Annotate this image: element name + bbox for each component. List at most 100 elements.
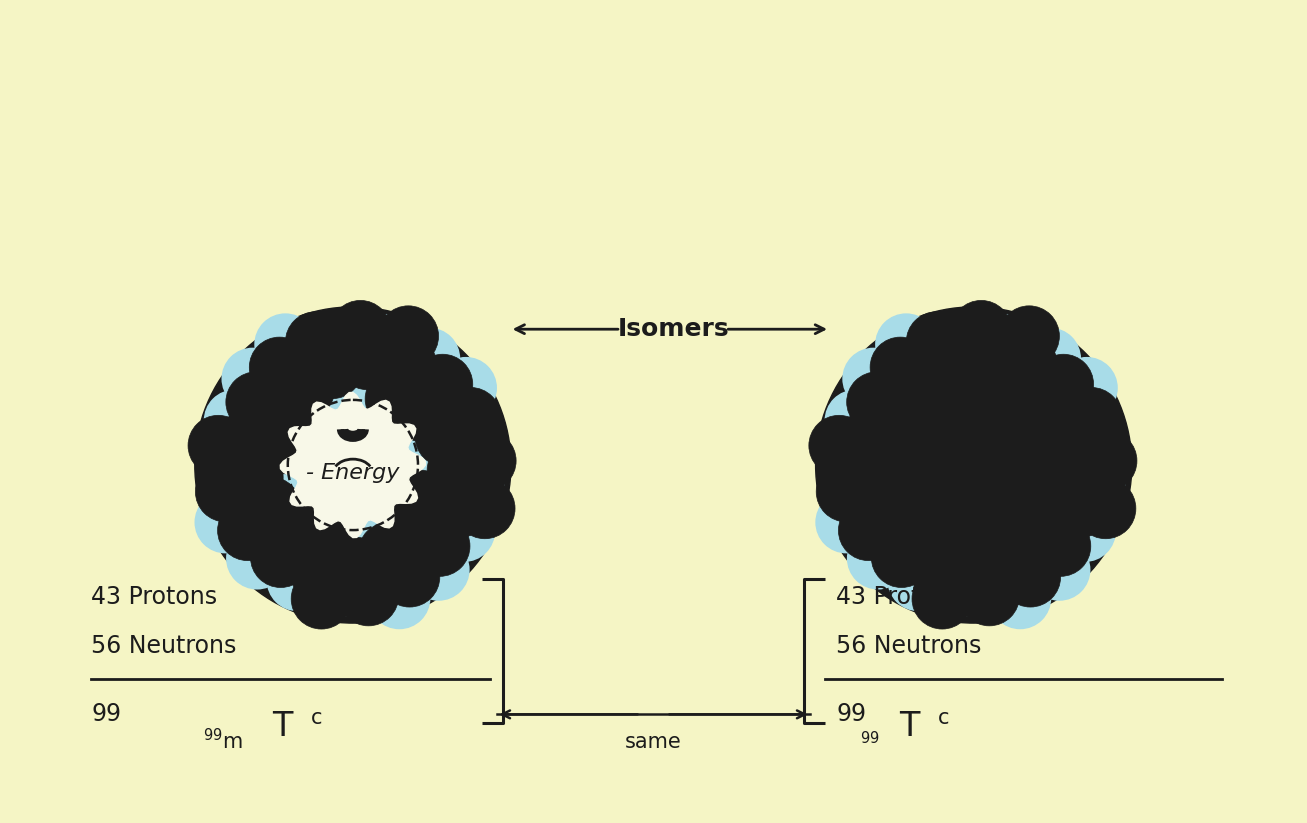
Circle shape: [880, 385, 940, 445]
Circle shape: [195, 307, 511, 623]
Text: 99: 99: [836, 702, 867, 727]
Circle shape: [388, 357, 450, 418]
Circle shape: [356, 347, 416, 407]
Circle shape: [250, 361, 310, 421]
Circle shape: [889, 550, 949, 611]
Circle shape: [434, 500, 494, 561]
Circle shape: [838, 411, 898, 471]
Circle shape: [870, 337, 931, 398]
Circle shape: [285, 312, 346, 372]
Circle shape: [404, 492, 464, 553]
Circle shape: [294, 502, 354, 563]
Circle shape: [1001, 498, 1061, 559]
Circle shape: [957, 514, 1017, 574]
Circle shape: [388, 405, 448, 465]
Circle shape: [919, 365, 979, 425]
Text: 99: 99: [91, 702, 122, 727]
Circle shape: [399, 328, 459, 389]
Circle shape: [876, 413, 937, 474]
Circle shape: [1031, 459, 1093, 519]
Circle shape: [861, 477, 921, 537]
Circle shape: [836, 472, 898, 533]
Circle shape: [1039, 381, 1099, 441]
Circle shape: [273, 519, 333, 579]
Circle shape: [440, 388, 501, 448]
Circle shape: [945, 415, 1005, 476]
Circle shape: [443, 458, 505, 518]
Circle shape: [237, 393, 297, 454]
Circle shape: [323, 350, 383, 411]
Circle shape: [277, 333, 337, 394]
Circle shape: [410, 459, 472, 519]
Circle shape: [455, 478, 515, 539]
Circle shape: [951, 300, 1012, 360]
Circle shape: [876, 314, 936, 374]
Circle shape: [985, 369, 1047, 429]
Circle shape: [916, 430, 976, 491]
Circle shape: [809, 416, 869, 476]
Circle shape: [195, 492, 256, 552]
Circle shape: [987, 471, 1047, 532]
Circle shape: [380, 498, 440, 559]
Circle shape: [378, 306, 439, 366]
Text: $\mathregular{T}$: $\mathregular{T}$: [899, 710, 921, 743]
Text: 56 Neutrons: 56 Neutrons: [836, 634, 982, 658]
Circle shape: [948, 537, 1008, 597]
Circle shape: [857, 393, 918, 454]
Circle shape: [259, 385, 319, 445]
Circle shape: [217, 500, 278, 560]
Circle shape: [438, 416, 498, 476]
Circle shape: [972, 546, 1033, 607]
Circle shape: [993, 424, 1053, 484]
Circle shape: [1061, 388, 1121, 448]
Circle shape: [928, 523, 988, 583]
Circle shape: [1008, 444, 1068, 504]
Circle shape: [426, 478, 486, 539]
Circle shape: [872, 527, 932, 588]
Circle shape: [268, 550, 328, 611]
Circle shape: [408, 540, 469, 600]
Circle shape: [418, 381, 478, 441]
Circle shape: [935, 317, 995, 378]
Circle shape: [352, 546, 412, 607]
Circle shape: [1076, 478, 1136, 539]
Polygon shape: [280, 393, 426, 537]
Circle shape: [816, 307, 1132, 623]
Circle shape: [1055, 500, 1115, 561]
Circle shape: [393, 382, 454, 442]
Circle shape: [289, 540, 349, 600]
Circle shape: [927, 402, 987, 462]
Text: $\mathregular{c}$: $\mathregular{c}$: [310, 709, 322, 728]
Circle shape: [1019, 328, 1080, 389]
Circle shape: [1009, 357, 1070, 418]
Circle shape: [843, 447, 904, 508]
Circle shape: [216, 472, 277, 533]
Circle shape: [383, 523, 444, 584]
Circle shape: [1036, 407, 1097, 467]
Circle shape: [255, 413, 316, 474]
Circle shape: [823, 434, 885, 494]
Circle shape: [958, 454, 1018, 514]
Circle shape: [195, 462, 256, 522]
Circle shape: [237, 427, 297, 487]
Circle shape: [307, 523, 367, 583]
Text: $\mathregular{^{99}}$: $\mathregular{^{99}}$: [860, 733, 880, 753]
Circle shape: [291, 569, 352, 629]
Circle shape: [843, 348, 903, 409]
Circle shape: [1077, 430, 1137, 491]
Circle shape: [336, 514, 396, 574]
Circle shape: [889, 472, 950, 533]
Circle shape: [314, 317, 374, 378]
Circle shape: [242, 502, 302, 562]
Circle shape: [933, 444, 993, 504]
Circle shape: [863, 502, 923, 562]
Circle shape: [869, 454, 929, 515]
Circle shape: [427, 440, 488, 500]
Text: 56 Neutrons: 56 Neutrons: [91, 634, 237, 658]
Circle shape: [217, 411, 277, 471]
Circle shape: [903, 386, 963, 447]
Text: 43 Protons: 43 Protons: [91, 584, 217, 609]
Circle shape: [357, 314, 417, 375]
Circle shape: [985, 393, 1047, 453]
Circle shape: [298, 365, 358, 425]
